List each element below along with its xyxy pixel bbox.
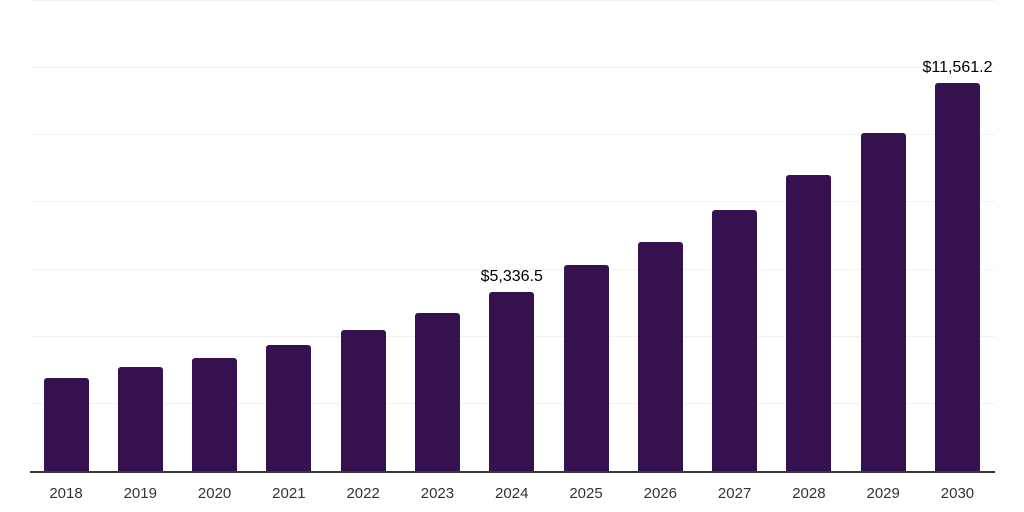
bar-2030 xyxy=(934,82,980,471)
x-tick-2026: 2026 xyxy=(643,485,677,502)
x-tick-2028: 2028 xyxy=(792,485,826,502)
data-label-2024: $5,336.5 xyxy=(480,268,543,286)
x-tick-2020: 2020 xyxy=(197,485,232,502)
bar-2022 xyxy=(340,329,386,471)
bar-2021 xyxy=(266,344,312,471)
data-label-2030: $11,561.2 xyxy=(922,59,993,77)
gridline xyxy=(30,67,995,69)
x-tick-2029: 2029 xyxy=(866,485,900,502)
bar-2025 xyxy=(563,264,609,471)
x-tick-2025: 2025 xyxy=(569,485,603,502)
bar-2027 xyxy=(712,209,758,471)
x-axis-ticks: 2018 2019 2020 2021 2022 2023 2024 2025 2026 2027… xyxy=(30,485,995,505)
gridline xyxy=(30,134,995,136)
gridline xyxy=(30,201,995,203)
bar-2024 xyxy=(489,291,535,471)
x-tick-2021: 2021 xyxy=(272,485,306,502)
x-axis-line xyxy=(30,471,995,473)
bar-2020 xyxy=(192,357,238,471)
x-tick-2030: 2030 xyxy=(940,485,975,502)
gridline xyxy=(30,268,995,270)
x-tick-2019: 2019 xyxy=(123,485,157,502)
x-tick-2023: 2023 xyxy=(420,485,455,502)
bar-2018 xyxy=(43,377,89,471)
x-tick-2024: 2024 xyxy=(495,485,529,502)
bar-2026 xyxy=(637,241,683,471)
bar-2023 xyxy=(414,312,460,471)
x-tick-2022: 2022 xyxy=(346,485,380,502)
bar-2019 xyxy=(117,366,163,471)
bar-2029 xyxy=(860,133,906,471)
gridline xyxy=(30,0,995,1)
bar-2028 xyxy=(786,175,832,471)
plot-area: $5,336.5 $11,561.2 xyxy=(30,0,995,471)
x-tick-2027: 2027 xyxy=(717,485,752,502)
x-tick-2018: 2018 xyxy=(49,485,83,502)
